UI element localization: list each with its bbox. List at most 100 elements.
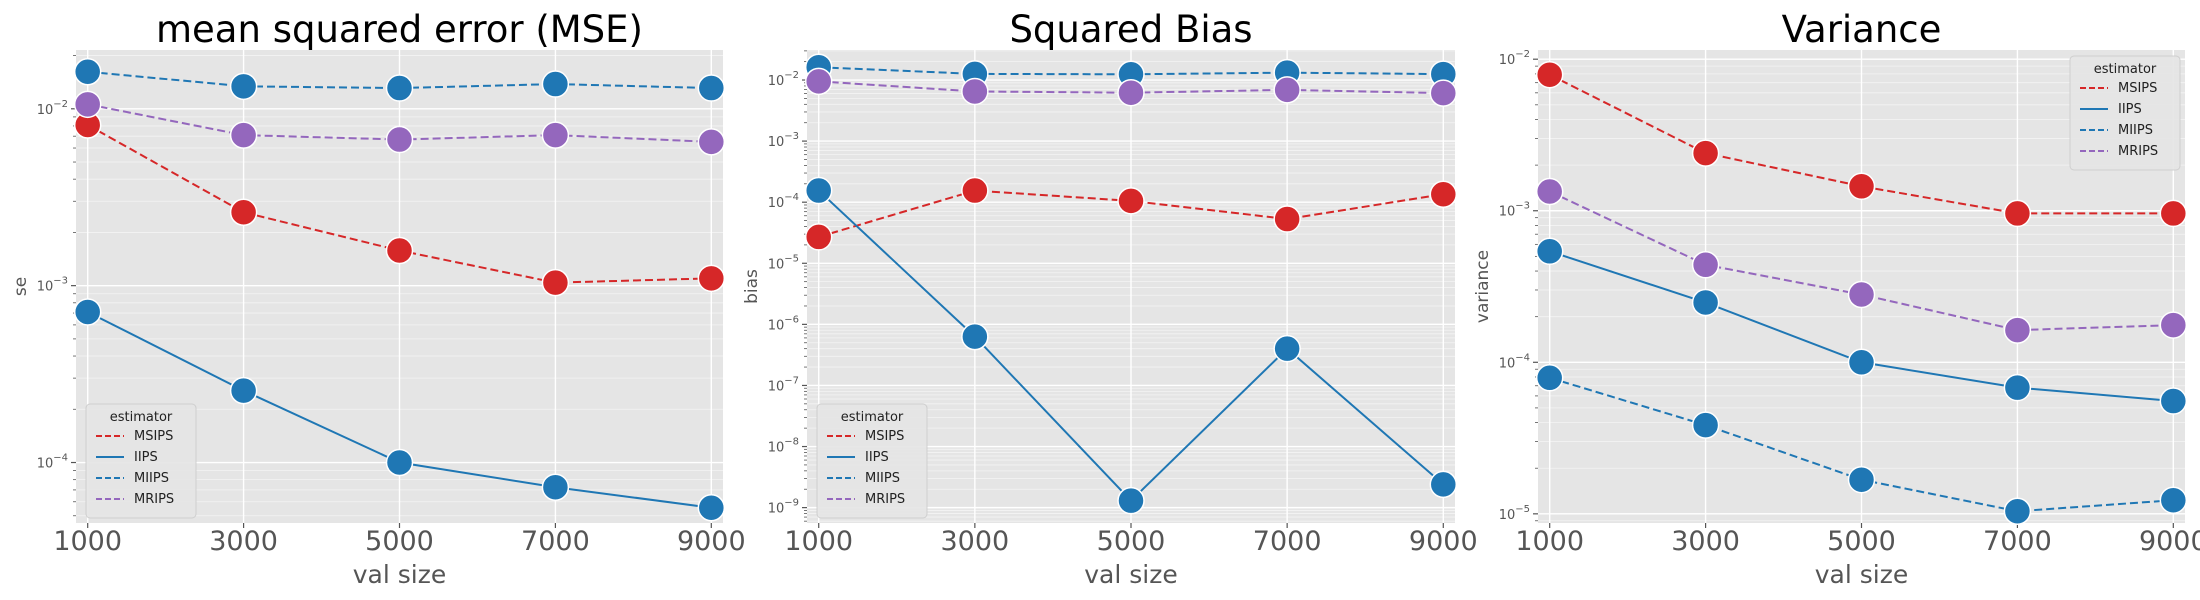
y-axis-label: bias <box>742 269 762 304</box>
data-point-mrips <box>697 128 726 156</box>
legend: estimator MSIPS IIPS MIIPS MRIPS <box>85 403 197 519</box>
y-tick-base: 10 <box>1499 508 1516 523</box>
y-tick-base: 10 <box>768 196 785 211</box>
y-tick-base: 10 <box>1499 205 1516 220</box>
legend-entry: IIPS <box>134 450 158 465</box>
y-tick-exponent: −8 <box>784 437 799 448</box>
legend-entry: MIIPS <box>2118 123 2153 138</box>
y-tick-base: 10 <box>37 457 54 472</box>
y-tick-label: 10−9 <box>768 498 799 517</box>
x-tick-label: 1000 <box>53 526 122 557</box>
y-tick-base: 10 <box>768 135 785 150</box>
y-tick-exponent: −6 <box>784 314 799 325</box>
legend: estimator MSIPS IIPS MIIPS MRIPS <box>2069 55 2181 171</box>
y-tick-exponent: −5 <box>1515 504 1530 515</box>
series-markers-msips <box>1535 60 2188 228</box>
series-markers-miips <box>1535 364 2188 526</box>
data-point-iips <box>541 473 570 501</box>
x-tick-label: 7000 <box>1253 526 1322 557</box>
data-point-msips <box>697 264 726 293</box>
data-point-msips <box>961 176 989 205</box>
data-point-msips <box>1691 139 1720 167</box>
legend-entry: MIIPS <box>865 471 900 486</box>
data-point-msips <box>1273 205 1301 233</box>
data-point-mrips <box>2159 311 2188 339</box>
legend-title: estimator <box>841 410 904 425</box>
y-tick-exponent: −9 <box>784 498 799 509</box>
legend-entry: MSIPS <box>2118 81 2157 96</box>
x-tick-label: 3000 <box>209 526 278 557</box>
data-point-mrips <box>1273 76 1301 104</box>
y-tick-label: 10−4 <box>37 453 68 472</box>
data-point-mrips <box>1847 280 1876 309</box>
data-point-iips <box>229 376 258 405</box>
y-tick-label: 10−3 <box>37 276 68 295</box>
data-point-miips <box>229 72 258 101</box>
data-point-iips <box>385 448 414 477</box>
x-axis-label: val size <box>1084 560 1177 589</box>
y-tick-base: 10 <box>768 257 785 272</box>
data-point-mrips <box>2003 316 2032 344</box>
y-axis-label: variance <box>1473 250 1493 323</box>
data-point-msips <box>229 198 258 227</box>
data-point-miips <box>1691 411 1720 439</box>
series-line-msips <box>1549 73 2174 215</box>
data-point-msips <box>541 268 570 297</box>
data-point-mrips <box>1535 177 1564 206</box>
data-point-miips <box>2159 486 2188 514</box>
series-markers-miips <box>804 53 1458 89</box>
data-point-miips <box>385 74 414 102</box>
data-point-iips <box>1429 470 1458 499</box>
data-point-iips <box>73 298 102 326</box>
y-tick-exponent: −3 <box>53 276 68 287</box>
chart-title: mean squared error (MSE) <box>156 8 643 51</box>
data-point-mrips <box>73 90 102 119</box>
series-markers-mrips <box>804 67 1458 107</box>
y-tick-label: 10−8 <box>768 437 799 456</box>
data-point-mrips <box>385 125 414 154</box>
x-tick-label: 3000 <box>940 526 1009 557</box>
y-tick-base: 10 <box>768 379 785 394</box>
x-axis-label: val size <box>353 560 446 589</box>
data-point-iips <box>697 493 726 522</box>
y-tick-label: 10−2 <box>768 70 799 89</box>
y-tick-exponent: −7 <box>784 375 799 386</box>
y-tick-label: 10−5 <box>1499 504 1530 523</box>
y-tick-label: 10−4 <box>1499 352 1530 371</box>
x-tick-label: 5000 <box>1827 526 1896 557</box>
series-markers-msips <box>73 111 726 297</box>
data-point-mrips <box>229 121 258 149</box>
data-point-iips <box>961 322 989 351</box>
legend-title: estimator <box>110 410 173 425</box>
data-point-msips <box>804 223 833 251</box>
data-point-iips <box>2159 387 2188 415</box>
data-point-mrips <box>961 77 989 106</box>
y-tick-label: 10−7 <box>768 375 799 394</box>
x-tick-label: 5000 <box>1097 526 1166 557</box>
series-markers-miips <box>73 57 726 102</box>
series-markers-mrips <box>73 90 726 156</box>
y-tick-base: 10 <box>768 318 785 333</box>
data-point-mrips <box>804 67 833 96</box>
y-tick-base: 10 <box>37 280 54 295</box>
data-point-iips <box>2003 373 2032 402</box>
y-tick-label: 10−5 <box>768 253 799 272</box>
legend-box <box>85 403 197 519</box>
series-markers-iips <box>1535 237 2188 415</box>
data-point-iips <box>1273 334 1301 363</box>
legend-box <box>2069 55 2181 171</box>
x-tick-label: 5000 <box>365 526 434 557</box>
x-tick-label: 7000 <box>1983 526 2052 557</box>
data-point-msips <box>385 236 414 265</box>
y-tick-base: 10 <box>768 502 785 517</box>
data-point-msips <box>1117 187 1145 215</box>
legend-entry: IIPS <box>865 450 889 465</box>
y-tick-label: 10−2 <box>37 99 68 118</box>
data-point-miips <box>1535 364 1564 392</box>
series-markers-msips <box>804 176 1458 251</box>
x-tick-label: 9000 <box>1409 526 1478 557</box>
legend-entry: MRIPS <box>2118 144 2158 159</box>
